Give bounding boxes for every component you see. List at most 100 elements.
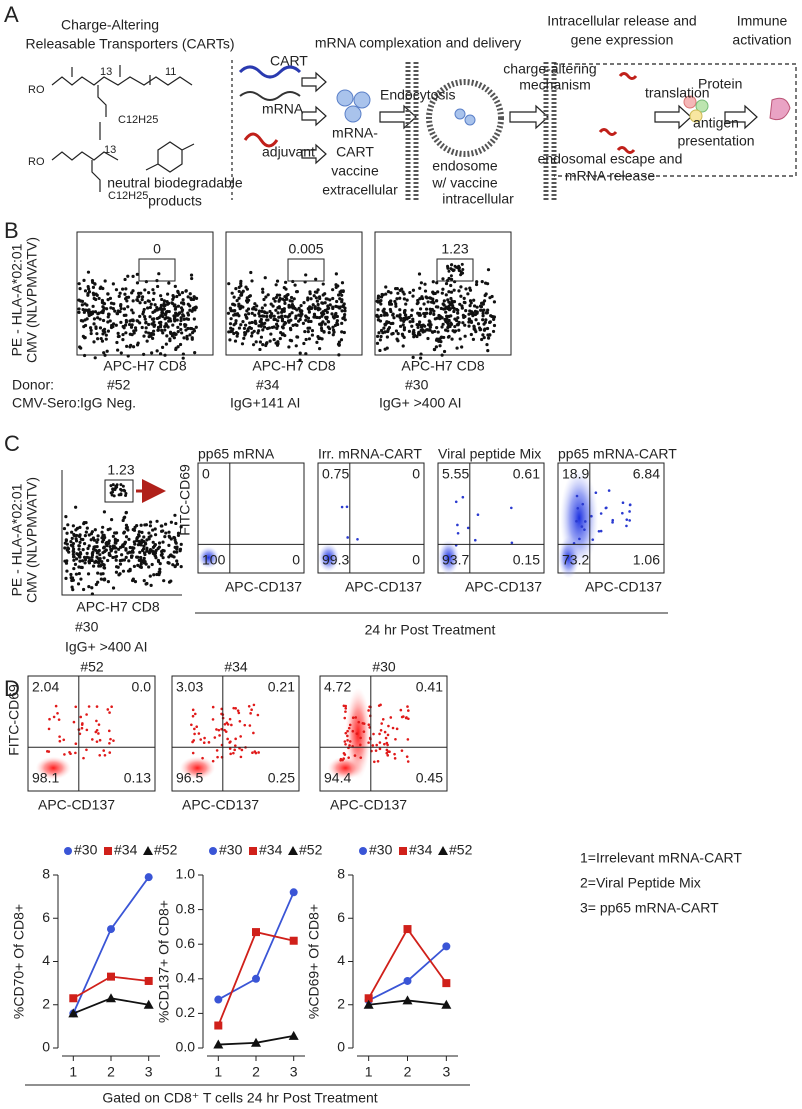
event-dot (71, 544, 75, 548)
event-dot (332, 330, 336, 334)
event-dot (426, 300, 430, 304)
event-dot (71, 578, 75, 582)
event-dot (63, 546, 67, 550)
event-dot (339, 757, 343, 761)
event-dot (396, 291, 400, 295)
event-dot (114, 570, 119, 574)
event-dot (191, 708, 195, 712)
event-dot (77, 307, 81, 311)
event-dot (191, 751, 195, 755)
event-dot (338, 305, 342, 309)
event-dot (109, 737, 112, 741)
event-dot (398, 324, 403, 328)
x-tick-label: 1 (69, 1064, 77, 1080)
event-dot (145, 581, 149, 586)
event-dot (91, 550, 95, 554)
event-dot (101, 318, 106, 323)
event-dot (486, 349, 490, 353)
event-dot (104, 333, 108, 337)
event-dot (74, 572, 79, 576)
event-dot (182, 302, 186, 306)
event-dot (143, 552, 147, 557)
event-dot (386, 754, 390, 757)
event-dot (241, 289, 245, 293)
marker (402, 995, 413, 1005)
event-dot (130, 308, 134, 312)
event-dot (113, 555, 117, 559)
event-dot (583, 520, 587, 523)
label: CART (270, 53, 308, 69)
event-dot (84, 530, 88, 534)
event-dot (257, 329, 261, 333)
event-dot (436, 290, 440, 294)
marker (214, 995, 223, 1004)
event-dot (380, 292, 384, 297)
event-dot (159, 323, 163, 327)
event-dot (117, 294, 121, 298)
event-dot (80, 726, 84, 730)
event-dot (140, 325, 144, 330)
event-dot (127, 559, 131, 563)
legend-marker (104, 847, 112, 855)
y-tick-label: 0.4 (176, 970, 196, 986)
event-dot (56, 711, 59, 715)
event-dot (121, 518, 125, 523)
quadrant-value: 99.3 (322, 552, 349, 568)
event-dot (128, 567, 132, 571)
donor-id: #34 (256, 377, 280, 393)
label: translation (645, 85, 710, 101)
event-dot (249, 326, 253, 331)
event-dot (258, 323, 263, 328)
event-dot (109, 306, 113, 310)
event-dot (142, 307, 146, 312)
event-dot (102, 546, 106, 550)
plot-frame (171, 675, 300, 792)
event-dot (461, 495, 465, 499)
event-dot (393, 299, 397, 304)
event-dot (96, 534, 100, 538)
event-dot (184, 328, 188, 332)
event-dot (152, 317, 156, 321)
gate-value: 0.005 (288, 241, 323, 257)
event-dot (248, 321, 252, 325)
axis-label: APC-CD137 (585, 579, 662, 595)
chem-bond (51, 76, 193, 86)
event-dot (160, 328, 164, 332)
event-dot (70, 585, 74, 589)
event-dot (163, 522, 168, 526)
event-dot (168, 337, 172, 341)
marker (251, 1037, 261, 1047)
event-dot (179, 542, 183, 546)
event-dot (451, 305, 455, 310)
event-dot (138, 314, 142, 319)
event-dot (266, 293, 270, 297)
event-dot (262, 325, 267, 329)
event-dot (136, 295, 140, 299)
event-dot (274, 341, 278, 345)
event-dot (172, 336, 176, 340)
event-dot (328, 303, 332, 307)
event-dot (319, 326, 324, 330)
event-dot (83, 561, 87, 565)
event-dot (159, 524, 163, 528)
event-dot (119, 304, 123, 308)
event-dot (340, 309, 344, 313)
event-dot (323, 301, 327, 305)
label: adjuvant (262, 144, 315, 160)
quadrant-value: 0 (292, 552, 300, 568)
legend-marker (143, 846, 153, 855)
density (198, 546, 220, 569)
event-dot (144, 330, 148, 334)
quadrant-value: 6.84 (633, 466, 660, 482)
event-dot (234, 287, 238, 291)
event-dot (419, 356, 423, 360)
event-dot (114, 558, 118, 562)
event-dot (74, 742, 78, 746)
event-dot (334, 272, 338, 276)
event-dot (407, 329, 412, 333)
label: Charge-Altering (61, 17, 159, 33)
event-dot (171, 563, 175, 567)
event-dot (236, 709, 240, 712)
event-dot (474, 330, 478, 334)
event-dot (410, 308, 414, 312)
